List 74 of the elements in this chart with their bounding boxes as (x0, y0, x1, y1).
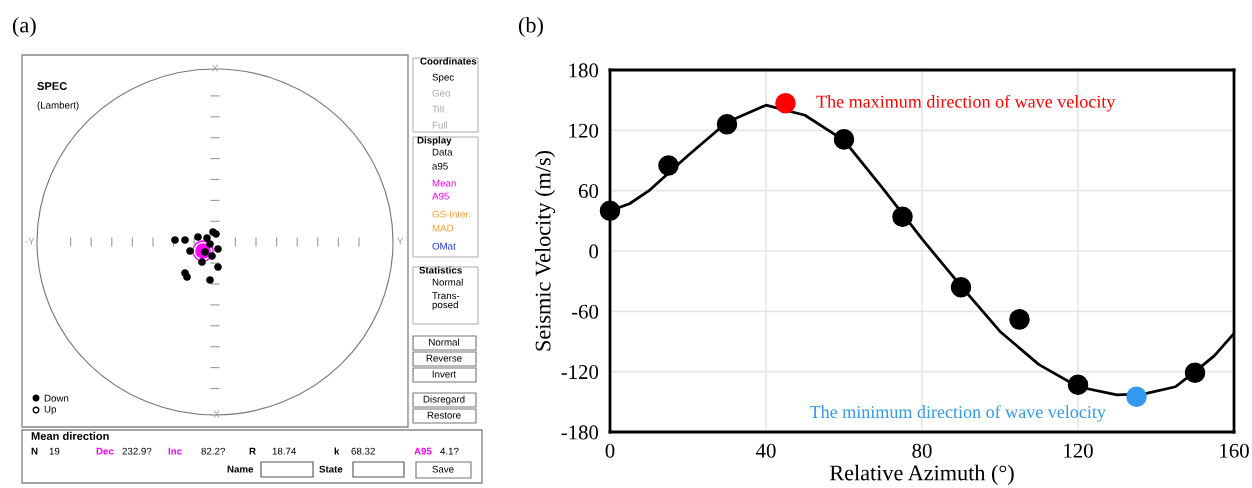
x-tick-label: 120 (1064, 443, 1093, 458)
text: (Lambert) (37, 101, 79, 111)
text: Disregard (423, 395, 465, 405)
text: Spec (432, 73, 454, 83)
point (775, 92, 796, 114)
text: N (31, 447, 38, 455)
point (1009, 309, 1030, 330)
text: Coordinates (420, 57, 477, 65)
text: Inc (168, 447, 182, 455)
y-tick-label: -60 (571, 304, 599, 319)
y-tick-label: 180 (569, 63, 599, 78)
text: 68.32 (351, 447, 375, 455)
text: X (211, 64, 219, 72)
text: Normal (432, 278, 463, 286)
text: Restore (427, 411, 461, 419)
series-label: The maximum direction of wave velocity (816, 94, 1116, 112)
text: OMat (432, 242, 456, 250)
point (658, 155, 679, 176)
text: Mean (432, 179, 456, 187)
text: Statistics (419, 266, 462, 274)
text: 19 (49, 447, 60, 455)
text: Full (432, 121, 448, 129)
x-tick-label: 0 (605, 443, 615, 458)
y-tick-label: 120 (569, 123, 599, 138)
text: k (334, 447, 340, 455)
text: Data (432, 148, 453, 156)
y-tick-label: -180 (561, 425, 599, 440)
text: A95 (432, 192, 449, 200)
text: Trans- posed (432, 292, 460, 311)
x-tick-label: 40 (755, 443, 776, 458)
text: -Y (25, 237, 35, 245)
point (892, 206, 913, 228)
text: (a) (12, 16, 36, 38)
text: GS-Inter. (432, 210, 471, 218)
text: Save (432, 465, 454, 473)
text: 4.1? (440, 447, 459, 455)
text: R (249, 447, 256, 455)
text: -X (210, 410, 220, 418)
y-tick-label: 0 (589, 244, 599, 259)
point (1126, 386, 1147, 408)
text: Up (44, 405, 57, 415)
text: Display (417, 136, 452, 146)
point (599, 200, 621, 222)
point (950, 276, 972, 298)
y-tick-label: -120 (561, 365, 599, 380)
text: 232.9? (122, 447, 152, 455)
text: Down (44, 394, 69, 402)
text: Tilt (432, 105, 445, 113)
text: Mean direction (31, 431, 109, 440)
x-tick-label: 160 (1220, 443, 1249, 458)
y-axis-title: Seismic Velocity (m/s) (534, 150, 556, 351)
text: A95 (414, 447, 432, 455)
text: Reverse (426, 354, 462, 362)
text: 18.74 (272, 447, 297, 455)
point (1067, 374, 1089, 396)
text: a95 (432, 162, 448, 170)
point (833, 129, 855, 150)
text: 82.2? (201, 447, 225, 455)
text: Normal (429, 338, 460, 346)
x-axis-title: Relative Azimuth (°) (829, 464, 1014, 485)
text: Y (397, 237, 404, 245)
chart-title: (b) (518, 16, 543, 38)
x-tick-label: 80 (912, 443, 932, 458)
text: Invert (432, 370, 457, 378)
point (1184, 362, 1206, 383)
y-tick-label: 60 (578, 184, 599, 199)
text: Name (227, 465, 254, 473)
text: Dec (96, 447, 114, 455)
text: Geo (432, 89, 450, 97)
point (716, 114, 738, 135)
series-label: The minimum direction of wave velocity (809, 405, 1106, 422)
text: State (319, 465, 343, 473)
text: MAD (432, 224, 454, 232)
text: SPEC (37, 82, 67, 90)
